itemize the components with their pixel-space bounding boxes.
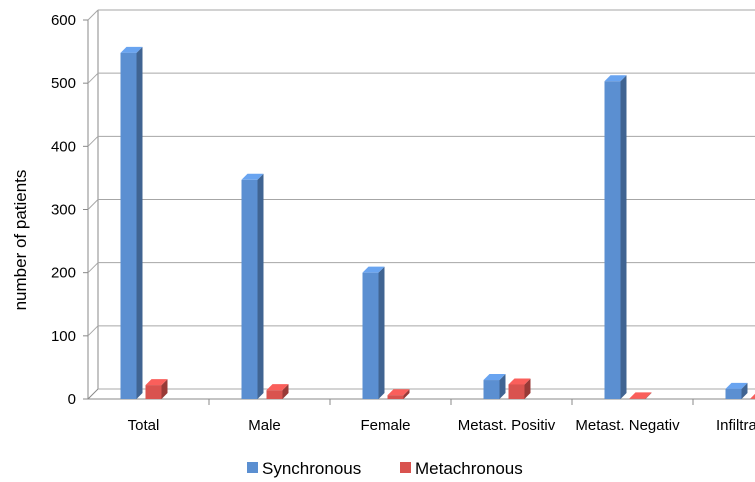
bar-side: [136, 46, 143, 399]
floor-edge: [87, 388, 99, 400]
gridlines: [87, 9, 755, 337]
x-tick-label: Infiltration: [716, 417, 755, 434]
bar-front: [750, 398, 755, 399]
y-axis-title: number of patients: [11, 170, 30, 311]
bar-top: [725, 382, 748, 389]
bar-side: [741, 382, 748, 399]
bar-top: [362, 266, 385, 273]
bar-front: [241, 179, 258, 399]
gridline-side: [87, 262, 99, 274]
legend-label: Synchronous: [262, 459, 361, 478]
chart-walls: [87, 10, 755, 400]
bar-metachronous-5: [750, 393, 755, 399]
x-tick-label: Metast. Negativ: [575, 417, 680, 434]
y-tick-label: 100: [51, 328, 76, 345]
bar-side: [645, 392, 652, 399]
bar-side: [403, 389, 410, 399]
bar-top: [604, 75, 627, 82]
bar-metachronous-1: [266, 384, 289, 399]
bar-side: [524, 378, 531, 399]
bar-metachronous-3: [508, 378, 531, 399]
bar-top: [629, 392, 652, 399]
bar-front: [266, 390, 283, 399]
bar-side: [499, 374, 506, 399]
gridline-side: [87, 9, 99, 21]
bar-top: [750, 393, 755, 399]
bar-top: [508, 378, 531, 385]
y-axis-ticks: 0 100 200 300 400 500 600: [51, 12, 88, 408]
bar-top: [241, 173, 264, 180]
bar-front: [362, 272, 379, 399]
gridline-side: [87, 72, 99, 84]
bar-side: [620, 75, 627, 399]
bar-side: [282, 384, 289, 399]
gridline-side: [87, 199, 99, 210]
bar-front: [604, 81, 621, 399]
legend-label: Metachronous: [415, 459, 523, 478]
bar-synchronous-4: [604, 75, 627, 399]
bar-front: [145, 385, 162, 399]
y-tick-label: 300: [51, 202, 76, 219]
y-tick-label: 600: [51, 12, 76, 29]
bar-front: [387, 395, 404, 399]
bar-metachronous-4: [629, 392, 652, 399]
y-tick-label: 400: [51, 138, 76, 155]
bar-synchronous-5: [725, 382, 748, 399]
bar-front: [725, 388, 742, 399]
x-tick-label: Female: [360, 417, 410, 434]
bar-side: [257, 173, 264, 399]
bar-top: [145, 379, 168, 386]
legend-swatch: [400, 462, 411, 473]
y-tick-label: 0: [68, 391, 76, 408]
legend-swatch: [247, 462, 258, 473]
bar-top: [120, 46, 143, 53]
bar-front: [629, 398, 646, 399]
y-tick-label: 500: [51, 75, 76, 92]
legend: Synchronous Metachronous: [247, 459, 523, 478]
bar-synchronous-1: [241, 173, 264, 399]
bar-front: [483, 380, 500, 399]
gridline-side: [87, 325, 99, 337]
bar-top: [266, 384, 289, 391]
bar-metachronous-2: [387, 389, 410, 399]
x-tick-label: Male: [248, 417, 281, 434]
gridline-side: [87, 135, 99, 147]
bar-front: [120, 52, 137, 399]
bars: [120, 46, 755, 405]
x-tick-label: Metast. Positiv: [458, 417, 556, 434]
bar-top: [387, 389, 410, 396]
bar-side: [378, 266, 385, 399]
legend-item-synchronous: Synchronous: [247, 459, 361, 478]
bar-synchronous-0: [120, 46, 143, 399]
bar-synchronous-2: [362, 266, 385, 399]
y-tick-label: 200: [51, 265, 76, 282]
bar-side: [161, 379, 168, 399]
legend-item-metachronous: Metachronous: [400, 459, 523, 478]
bar-metachronous-0: [145, 379, 168, 399]
bar-synchronous-3: [483, 374, 506, 399]
x-axis-labels: Total Male Female Metast. Positiv Metast. Ne…: [128, 417, 755, 434]
x-tick-label: Total: [128, 417, 160, 434]
bar-top: [483, 374, 506, 381]
bar-front: [508, 384, 525, 399]
